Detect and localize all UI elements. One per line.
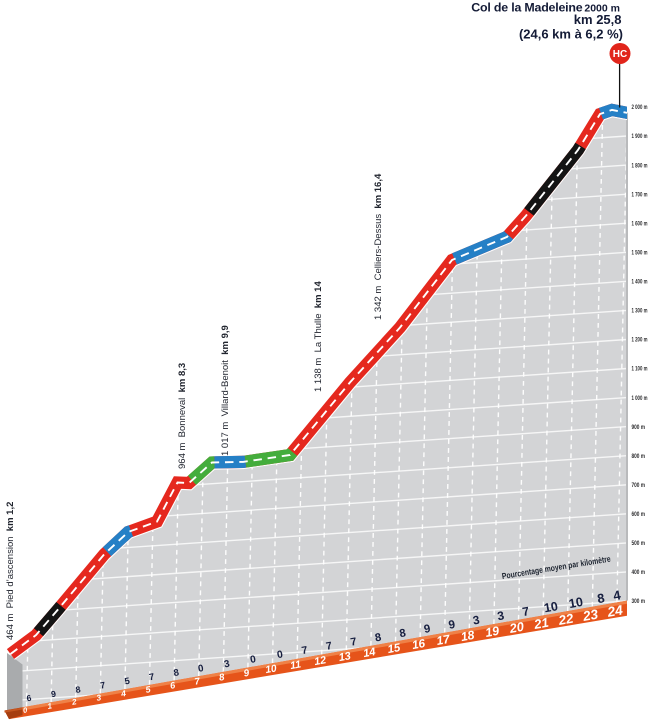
svg-text:1 500 m: 1 500 m (632, 250, 648, 257)
svg-text:0: 0 (276, 649, 284, 661)
svg-text:3: 3 (96, 692, 103, 703)
svg-text:0: 0 (249, 654, 257, 666)
svg-text:21: 21 (532, 615, 550, 632)
svg-text:6: 6 (26, 693, 33, 704)
svg-text:19: 19 (484, 624, 500, 640)
svg-text:3: 3 (472, 613, 481, 628)
svg-text:1 900 m: 1 900 m (632, 133, 648, 140)
svg-text:7: 7 (521, 604, 530, 619)
svg-text:9: 9 (243, 668, 251, 680)
svg-text:700 m: 700 m (632, 482, 646, 489)
svg-text:500 m: 500 m (632, 540, 646, 547)
svg-text:400 m: 400 m (632, 569, 646, 576)
svg-text:8: 8 (218, 672, 226, 684)
svg-text:3: 3 (223, 659, 231, 671)
svg-text:0: 0 (197, 663, 205, 675)
svg-text:18: 18 (460, 628, 476, 644)
svg-text:8: 8 (399, 627, 407, 640)
svg-text:0: 0 (22, 705, 28, 715)
svg-text:300 m: 300 m (632, 598, 646, 605)
svg-text:1 138 m La Thulle km 14: 1 138 m La Thulle km 14 (313, 281, 324, 392)
svg-text:1 700 m: 1 700 m (632, 191, 648, 198)
svg-text:5: 5 (145, 684, 152, 695)
svg-text:7: 7 (194, 676, 202, 687)
svg-text:8: 8 (75, 684, 82, 695)
svg-text:11: 11 (289, 659, 302, 672)
svg-text:23: 23 (581, 606, 600, 624)
svg-text:3: 3 (496, 608, 505, 623)
svg-text:800 m: 800 m (632, 453, 646, 460)
svg-text:24: 24 (605, 602, 624, 620)
svg-text:1 800 m: 1 800 m (632, 162, 648, 169)
svg-text:4: 4 (612, 587, 622, 603)
svg-text:15: 15 (387, 642, 402, 656)
svg-text:1 600 m: 1 600 m (632, 220, 648, 227)
svg-text:1 000 m: 1 000 m (632, 395, 648, 402)
svg-text:9: 9 (447, 618, 456, 632)
svg-text:10: 10 (265, 663, 278, 676)
svg-text:7: 7 (325, 640, 333, 653)
svg-text:1 342 m Celliers-Dessus km 1: 1 342 m Celliers-Dessus km 16,4 (373, 173, 384, 320)
svg-text:1 100 m: 1 100 m (632, 366, 648, 373)
svg-text:16: 16 (411, 637, 427, 652)
svg-text:Col de la Madeleine: Col de la Madeleine (471, 1, 582, 15)
svg-text:964 m Bonneval km 8,3: 964 m Bonneval km 8,3 (177, 363, 188, 469)
svg-text:14: 14 (362, 646, 376, 660)
svg-text:7: 7 (99, 680, 106, 691)
svg-text:12: 12 (313, 654, 327, 668)
svg-text:8: 8 (173, 667, 181, 679)
svg-text:1 300 m: 1 300 m (632, 308, 648, 315)
svg-text:20: 20 (508, 620, 525, 636)
svg-text:4: 4 (119, 688, 127, 699)
svg-text:13: 13 (338, 650, 352, 664)
svg-text:17: 17 (435, 632, 452, 648)
svg-text:1 200 m: 1 200 m (632, 337, 648, 344)
svg-text:2000 m: 2000 m (584, 3, 620, 15)
svg-text:600 m: 600 m (632, 511, 646, 518)
svg-text:6: 6 (169, 680, 177, 691)
svg-text:(24,6 km à 6,2 %): (24,6 km à 6,2 %) (519, 27, 623, 42)
svg-text:9: 9 (423, 623, 431, 636)
svg-text:HC: HC (613, 49, 627, 60)
svg-text:7: 7 (301, 644, 309, 657)
svg-text:8: 8 (596, 590, 606, 606)
svg-text:7: 7 (148, 671, 155, 683)
svg-text:22: 22 (556, 610, 575, 628)
svg-text:km 25,8: km 25,8 (574, 12, 622, 27)
svg-text:1 017 m Villard-Benoit km 9,: 1 017 m Villard-Benoit km 9,9 (220, 325, 231, 456)
svg-text:900 m: 900 m (632, 424, 646, 431)
svg-text:10: 10 (568, 595, 584, 611)
svg-text:7: 7 (350, 636, 358, 649)
svg-text:8: 8 (374, 631, 382, 644)
svg-text:5: 5 (124, 676, 131, 687)
svg-text:2 000 m: 2 000 m (632, 104, 648, 111)
svg-text:1: 1 (47, 701, 53, 711)
svg-text:9: 9 (50, 688, 57, 699)
svg-text:1 400 m: 1 400 m (632, 279, 648, 286)
svg-text:464 m Pied d’ascension km 1,: 464 m Pied d’ascension km 1,2 (5, 502, 16, 640)
svg-text:2: 2 (70, 697, 77, 707)
svg-text:10: 10 (543, 599, 559, 615)
